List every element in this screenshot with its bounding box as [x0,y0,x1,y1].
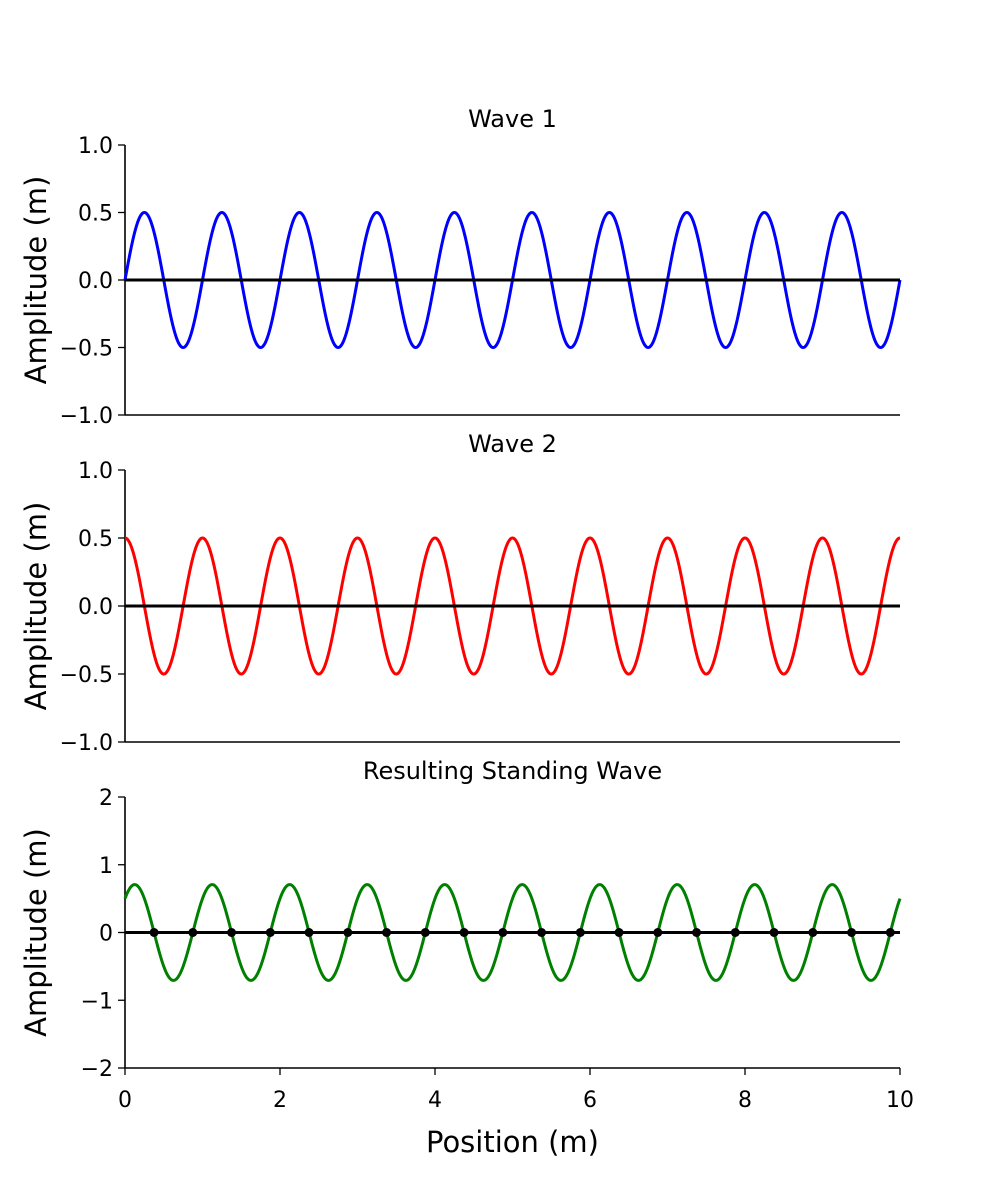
node-point [653,928,663,937]
x-axis-label: Position (m) [426,1125,599,1159]
y-tick-label: −1 [81,989,113,1014]
y-tick-label: 0 [99,922,113,947]
node-point [575,928,585,937]
node-point [808,928,818,937]
node-point [537,928,547,937]
node-point [885,928,895,937]
y-tick-label: 1 [99,854,113,879]
y-tick-label: −0.5 [60,337,113,362]
y-tick-label: −0.5 [60,663,113,688]
y-tick-label: 0.0 [78,269,113,294]
panel-wave-2: Wave 2 Amplitude (m) −1.0 −0.5 0.0 0.5 1.0 [19,430,901,756]
node-point [459,928,469,937]
node-point [730,928,740,937]
y-tick-label: −2 [81,1057,113,1082]
y-tick-label: 0.5 [78,202,113,227]
x-tick-label: 8 [738,1088,752,1113]
x-tick-label: 6 [583,1088,597,1113]
y-tick-label: 0.5 [78,527,113,552]
wave-series-line [124,536,901,676]
node-point [847,928,857,937]
y-tick-label: 1.0 [78,134,113,159]
y-tick-label: −1.0 [60,731,113,756]
y-tick-label: 0.0 [78,595,113,620]
x-tick-label: 10 [886,1088,914,1113]
node-point [265,928,275,937]
y-tick-label: 2 [99,786,113,811]
y-tick-label: −1.0 [60,404,113,429]
chart-title: Resulting Standing Wave [363,757,662,785]
node-point [614,928,624,937]
node-point [769,928,779,937]
node-point [304,928,314,937]
panel-resulting-standing-wave: Resulting Standing Wave Amplitude (m) −2 −1… [19,757,914,1159]
node-point [227,928,237,937]
chart-title: Wave 2 [468,430,557,458]
y-axis-label: Amplitude (m) [19,176,53,385]
node-point [498,928,508,937]
x-tick-label: 2 [273,1088,287,1113]
y-tick-label: 1.0 [78,459,113,484]
node-point [343,928,353,937]
chart-title: Wave 1 [468,105,557,133]
node-point [149,928,159,937]
x-tick-label: 0 [118,1088,132,1113]
node-point [420,928,430,937]
wave-series-line [123,883,902,982]
y-axis-label: Amplitude (m) [19,502,53,711]
node-point [692,928,702,937]
y-axis-label: Amplitude (m) [19,828,53,1037]
panel-wave-1: Wave 1 Amplitude (m) −1.0 −0.5 0.0 0.5 1.0 [19,105,902,429]
node-point [382,928,392,937]
x-tick-label: 4 [428,1088,442,1113]
node-point [188,928,198,937]
